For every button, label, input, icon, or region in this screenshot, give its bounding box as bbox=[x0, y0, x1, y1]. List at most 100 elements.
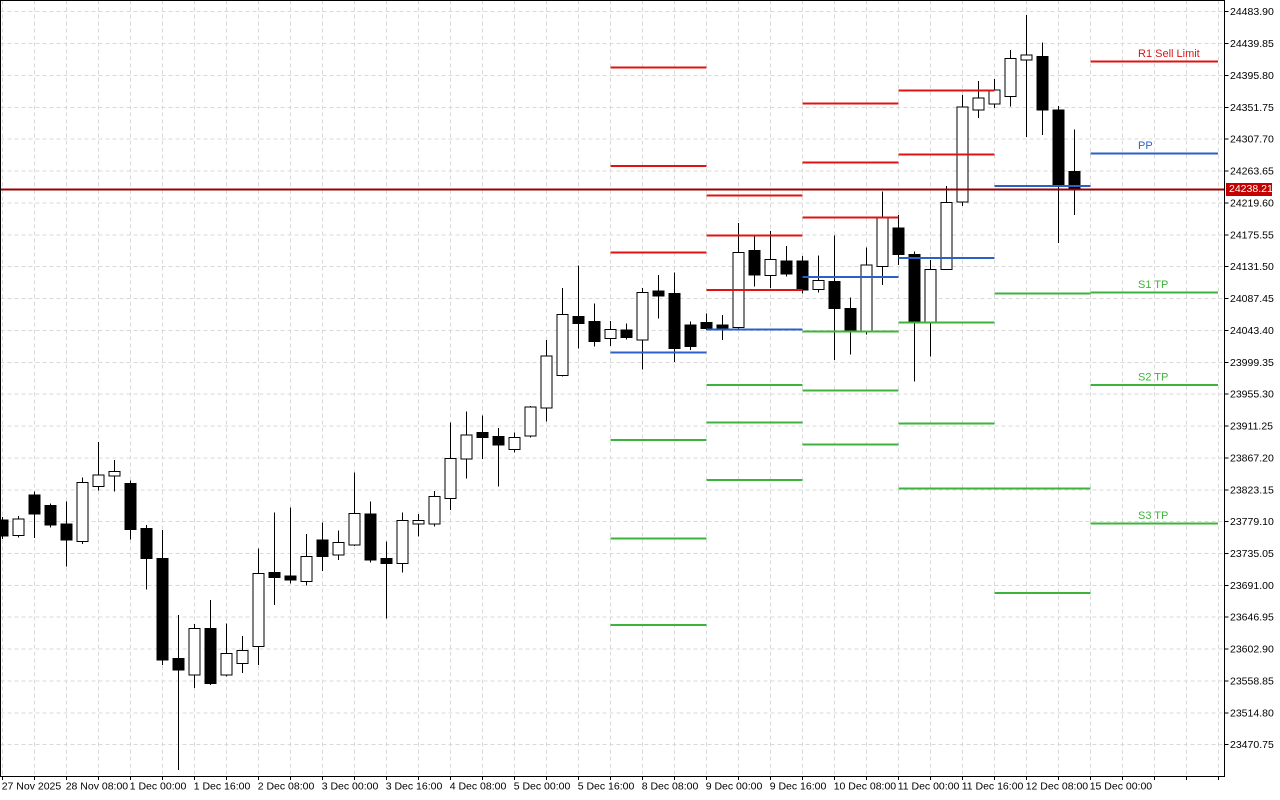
candle-body bbox=[428, 496, 441, 525]
candle bbox=[1020, 15, 1033, 138]
candle-body bbox=[284, 575, 297, 581]
candle-body bbox=[828, 281, 841, 309]
candle-body bbox=[12, 518, 25, 537]
x-axis-label: 11 Dec 00:00 bbox=[898, 781, 960, 793]
y-axis-label: 23646.95 bbox=[1230, 612, 1274, 624]
candle bbox=[812, 255, 825, 293]
y-axis-label: 23470.75 bbox=[1230, 739, 1274, 751]
candle bbox=[556, 288, 569, 377]
candle-body bbox=[204, 627, 217, 684]
candle bbox=[700, 313, 713, 330]
candle-body bbox=[1068, 171, 1081, 191]
pivot-segments bbox=[610, 66, 1091, 627]
candle-body bbox=[620, 329, 633, 338]
grid bbox=[1, 1, 1224, 776]
candle-body bbox=[332, 542, 345, 556]
candle bbox=[1036, 42, 1049, 135]
candle-body bbox=[220, 652, 233, 676]
y-axis-label: 23558.85 bbox=[1230, 675, 1274, 687]
candle bbox=[972, 81, 985, 119]
candle bbox=[620, 323, 633, 340]
candle-body bbox=[972, 97, 985, 111]
candle bbox=[140, 525, 153, 590]
candle-body bbox=[252, 572, 265, 648]
candle bbox=[92, 441, 105, 491]
candle-body bbox=[556, 313, 569, 377]
candle bbox=[60, 501, 73, 567]
candle bbox=[300, 533, 313, 586]
candle-body bbox=[668, 292, 681, 349]
candle-body bbox=[92, 474, 105, 488]
candle-body bbox=[540, 355, 553, 409]
candle-body bbox=[812, 280, 825, 290]
forecast-label-pp: PP bbox=[1138, 140, 1153, 152]
candle bbox=[44, 503, 57, 528]
y-axis-label: 24131.50 bbox=[1230, 261, 1274, 273]
x-axis-label: 15 Dec 00:00 bbox=[1090, 781, 1153, 793]
candle-body bbox=[412, 520, 425, 525]
x-axis-label: 2 Dec 08:00 bbox=[258, 781, 315, 793]
candle bbox=[172, 615, 185, 771]
candle bbox=[1, 516, 9, 539]
candle bbox=[220, 623, 233, 677]
candle-body bbox=[908, 253, 921, 324]
y-axis-label: 24439.85 bbox=[1230, 38, 1274, 50]
candle-body bbox=[268, 572, 281, 578]
candle bbox=[108, 459, 121, 492]
candle bbox=[412, 513, 425, 537]
candle-body bbox=[348, 512, 361, 546]
candle-body bbox=[44, 505, 57, 526]
x-axis-label: 9 Dec 00:00 bbox=[706, 781, 763, 793]
candle-body bbox=[60, 523, 73, 541]
candle-body bbox=[604, 328, 617, 339]
candle-body bbox=[572, 316, 585, 324]
forecast-lines: R1 Sell Limit PP S1 TP S2 TP S3 TP bbox=[1090, 48, 1218, 525]
candle bbox=[156, 530, 169, 666]
x-axis-label: 3 Dec 16:00 bbox=[386, 781, 443, 793]
candle-body bbox=[1036, 56, 1049, 111]
y-axis-label: 24307.70 bbox=[1230, 134, 1274, 146]
plot-background bbox=[0, 0, 1225, 777]
y-axis-label: 23514.80 bbox=[1230, 707, 1274, 719]
x-axis-label: 5 Dec 16:00 bbox=[578, 781, 635, 793]
forecast-label-s3-tp: S3 TP bbox=[1138, 510, 1168, 522]
y-axis-label: 24043.40 bbox=[1230, 325, 1274, 337]
candle bbox=[828, 235, 841, 360]
candle-body bbox=[748, 250, 761, 276]
x-axis-label: 27 Nov 2025 bbox=[2, 781, 62, 793]
candle-body bbox=[236, 650, 249, 664]
y-axis-label: 24219.60 bbox=[1230, 197, 1274, 209]
candle bbox=[684, 321, 697, 351]
y-axis-label: 24263.65 bbox=[1230, 166, 1274, 178]
candle bbox=[572, 265, 585, 349]
candle-body bbox=[924, 268, 937, 324]
candle-body bbox=[460, 434, 473, 460]
candle bbox=[892, 214, 905, 265]
candle bbox=[124, 480, 137, 540]
y-axis-label: 23823.15 bbox=[1230, 484, 1274, 496]
candle-body bbox=[524, 406, 537, 437]
candle-body bbox=[108, 471, 121, 477]
candle-body bbox=[1004, 57, 1017, 98]
candle bbox=[316, 522, 329, 571]
candle-body bbox=[364, 513, 377, 561]
candle bbox=[636, 288, 649, 370]
x-axis-label: 11 Dec 16:00 bbox=[962, 781, 1024, 793]
candles bbox=[1, 15, 1081, 771]
candle bbox=[524, 405, 537, 438]
candle bbox=[604, 320, 617, 346]
candle bbox=[652, 274, 665, 319]
candle bbox=[28, 491, 41, 538]
y-axis-label: 23955.30 bbox=[1230, 389, 1274, 401]
y-axis: 24483.90 24439.85 24395.80 24351.75 24307.70… bbox=[1224, 6, 1274, 751]
candle-body bbox=[124, 482, 137, 530]
candle-body bbox=[844, 307, 857, 333]
x-axis-label: 12 Dec 08:00 bbox=[1026, 781, 1089, 793]
candle-body bbox=[892, 227, 905, 255]
y-axis-label: 24395.80 bbox=[1230, 70, 1274, 82]
candle bbox=[1052, 105, 1065, 244]
candle bbox=[76, 477, 89, 544]
candle bbox=[940, 185, 953, 270]
